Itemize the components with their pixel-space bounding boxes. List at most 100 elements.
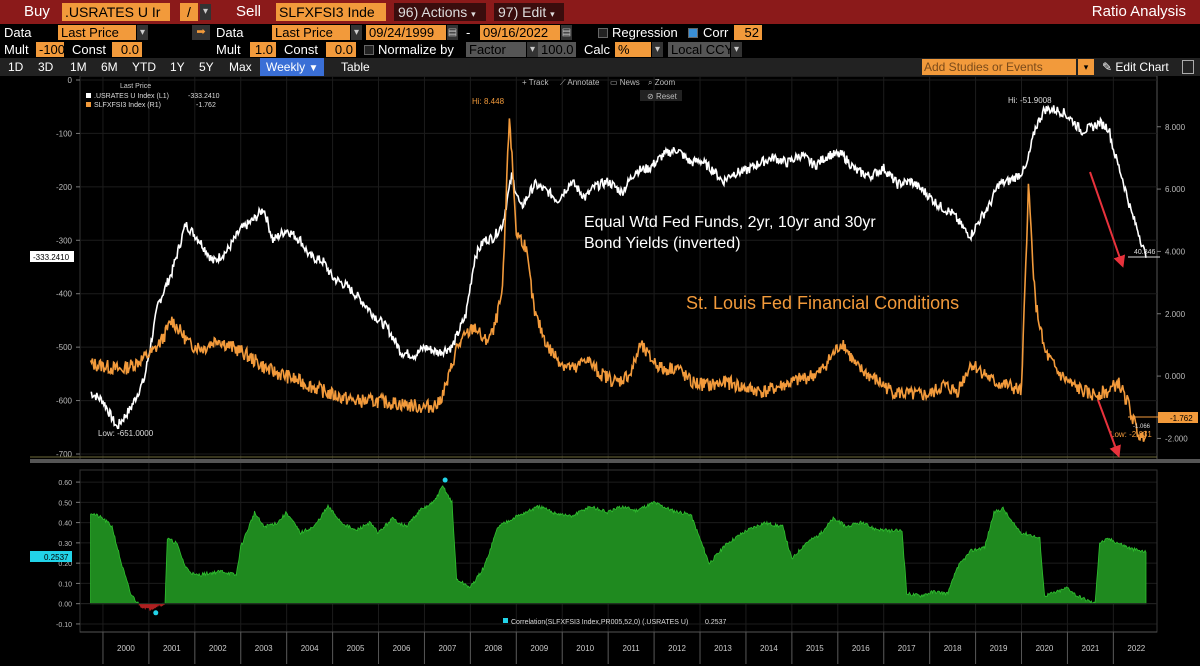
- table-button[interactable]: Table: [341, 60, 370, 74]
- x-tick-label: 2019: [990, 644, 1008, 653]
- x-tick-label: 2022: [1127, 644, 1145, 653]
- add-studies-input[interactable]: Add Studies or Events: [922, 59, 1076, 75]
- chevron-down-icon[interactable]: ▾: [351, 25, 362, 40]
- corr-tick-label: 0.50: [58, 500, 72, 507]
- tab-1y[interactable]: 1Y: [170, 60, 185, 74]
- rates-annotation-line2: Bond Yields (inverted): [584, 235, 741, 252]
- operator-field[interactable]: /: [180, 3, 198, 21]
- normalize-select[interactable]: Factor: [466, 42, 526, 57]
- reset-button[interactable]: [640, 90, 682, 101]
- x-tick-label: 2007: [439, 644, 457, 653]
- tab-1d[interactable]: 1D: [8, 60, 24, 74]
- data-select-2[interactable]: Last Price: [272, 25, 350, 40]
- chevron-down-icon: ▾: [471, 9, 476, 19]
- rates-annotation-line1: Equal Wtd Fed Funds, 2yr, 10yr and 30yr: [584, 214, 876, 231]
- chevron-down-icon[interactable]: ▾: [731, 42, 742, 57]
- tab-1m[interactable]: 1M: [70, 60, 87, 74]
- correlation-axis: 0.60 0.50 0.40 0.30 0.20 0.10 0.00 -0.10: [56, 480, 80, 629]
- factor-field[interactable]: 100.0: [538, 42, 576, 57]
- legend: Last Price .USRATES U Index (L1) -333.24…: [86, 83, 220, 109]
- left-tick-label: -200: [56, 183, 73, 192]
- x-tick-label: 2001: [163, 644, 181, 653]
- x-tick-label: 2003: [255, 644, 273, 653]
- legend-fsi-value: -1.762: [196, 102, 216, 109]
- edit-chart-button[interactable]: ✎ Edit Chart: [1102, 58, 1169, 76]
- chevron-down-icon[interactable]: ▾: [137, 25, 148, 40]
- expand-icon[interactable]: [1182, 60, 1194, 74]
- swap-arrow-icon[interactable]: ➡: [192, 25, 210, 40]
- interval-select[interactable]: Weekly ▼: [260, 58, 325, 76]
- interval-label: Weekly: [266, 60, 306, 74]
- chevron-down-icon[interactable]: ▾: [200, 4, 211, 20]
- arrow-rates: [1089, 171, 1126, 268]
- right-tick-label: 2.000: [1165, 310, 1186, 319]
- track-button[interactable]: + Track: [522, 78, 549, 87]
- fsi-last-tag: [1158, 412, 1198, 423]
- rates-line: [90, 104, 1147, 430]
- news-button[interactable]: ▭ News: [610, 78, 640, 87]
- corr-tick-label: 0.30: [58, 541, 72, 548]
- fsi-high-label: Hi: 8.448: [472, 97, 505, 106]
- regression-checkbox[interactable]: [598, 28, 608, 38]
- buy-ticker-field[interactable]: .USRATES U Ir: [62, 3, 170, 21]
- x-tick-label: 2014: [760, 644, 778, 653]
- chevron-down-icon[interactable]: ▾: [652, 42, 663, 57]
- legend-swatch-fsi: [86, 102, 91, 107]
- calendar-icon[interactable]: ▤: [561, 25, 572, 40]
- corr-window-field[interactable]: 52: [734, 25, 762, 40]
- x-tick-label: 2000: [117, 644, 135, 653]
- const-field-2[interactable]: 0.0: [326, 42, 356, 57]
- corr-tick-label: 0.40: [58, 521, 72, 528]
- mult-field[interactable]: -100: [36, 42, 65, 57]
- arrow-fsi: [1097, 399, 1121, 458]
- tab-max[interactable]: Max: [229, 60, 252, 74]
- corr-tick-label: 0.00: [58, 602, 72, 609]
- data-select[interactable]: Last Price: [58, 25, 136, 40]
- chart-area[interactable]: 0 -100 -200 -300 -400 -500 -600 -700 8.000 6.000…: [0, 76, 1200, 666]
- correlation-negative-area: [138, 603, 165, 612]
- sell-ticker-field[interactable]: SLFXFSI3 Inde: [276, 3, 386, 21]
- legend-rates-value: -333.2410: [188, 93, 220, 100]
- tab-6m[interactable]: 6M: [101, 60, 118, 74]
- chevron-down-icon[interactable]: ▾: [527, 42, 538, 57]
- fsi-line: [89, 118, 1147, 442]
- panel-divider: [30, 459, 1200, 463]
- tab-3d[interactable]: 3D: [38, 60, 54, 74]
- normalize-checkbox[interactable]: [364, 45, 374, 55]
- annotate-button[interactable]: ⟋ Annotate: [560, 78, 600, 87]
- x-axis: 2000 2001 2002 2003 2004 2005 2006 2007 2008 2009…: [80, 631, 1157, 664]
- left-tick-label: -600: [56, 397, 73, 406]
- normalize-label: Normalize by: [378, 42, 454, 57]
- mult-label: Mult: [4, 42, 29, 57]
- corr-legend-name: Correlation(SLFXFSI3 Index,PR005,52,0) (…: [511, 619, 688, 626]
- corr-last-tag: [30, 551, 72, 562]
- mult-field-2[interactable]: 1.0: [250, 42, 276, 57]
- const-field[interactable]: 0.0: [112, 42, 142, 57]
- mult-label-2: Mult: [216, 42, 241, 57]
- actions-menu[interactable]: 96) Actions ▾: [394, 3, 486, 21]
- end-date-field[interactable]: 09/16/2022: [480, 25, 560, 40]
- calendar-icon[interactable]: ▤: [447, 25, 458, 40]
- rates-low-label: Low: -651.0000: [98, 429, 154, 438]
- edit-menu[interactable]: 97) Edit ▾: [494, 3, 564, 21]
- regression-label: Regression: [612, 25, 678, 40]
- corr-max-dot: [442, 477, 448, 483]
- corr-checkbox[interactable]: [688, 28, 698, 38]
- left-tick-label: -700: [56, 450, 73, 459]
- calc-select[interactable]: %: [615, 42, 651, 57]
- edit-chart-label: Edit Chart: [1115, 60, 1169, 74]
- right-tick-label: 6.000: [1165, 185, 1186, 194]
- start-date-field[interactable]: 09/24/1999: [366, 25, 446, 40]
- zoom-button[interactable]: ⌕ Zoom: [648, 78, 675, 87]
- fsi-last-value: -1.762: [1170, 414, 1193, 423]
- chevron-down-icon[interactable]: ▾: [1078, 59, 1094, 75]
- rates-last-value: -333.2410: [33, 253, 70, 262]
- x-tick-label: 2005: [347, 644, 365, 653]
- chevron-down-icon: ▾: [550, 9, 555, 19]
- data-label-2: Data: [216, 25, 244, 40]
- tab-ytd[interactable]: YTD: [132, 60, 156, 74]
- page-title: Ratio Analysis: [1091, 3, 1186, 20]
- x-tick-label: 2011: [623, 644, 641, 653]
- tab-5y[interactable]: 5Y: [199, 60, 214, 74]
- currency-select[interactable]: Local CCY: [668, 42, 733, 57]
